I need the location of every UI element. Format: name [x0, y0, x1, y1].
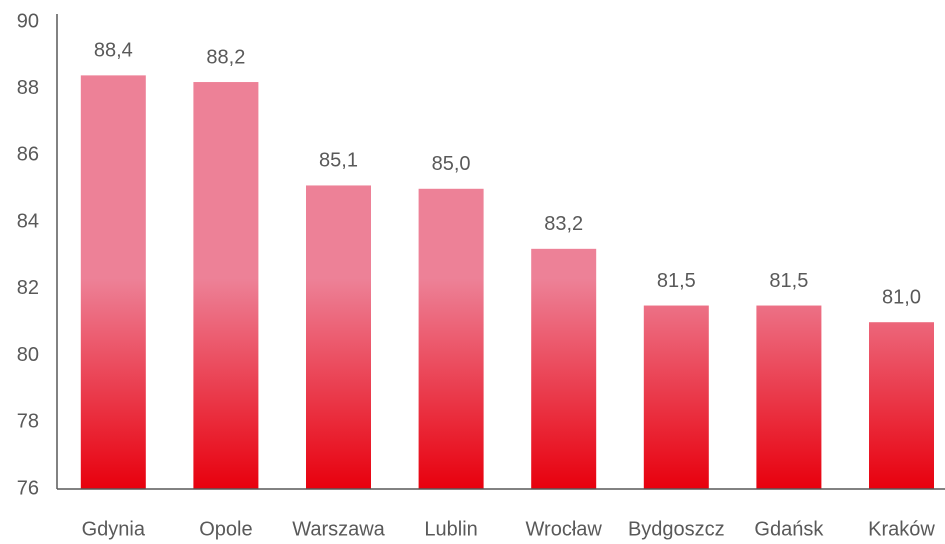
x-tick-label: Gdynia [82, 518, 146, 540]
bar [418, 188, 484, 490]
y-tick-label: 82 [17, 277, 39, 299]
bar [80, 75, 146, 489]
x-tick-label: Lublin [424, 518, 477, 540]
bar [306, 185, 371, 489]
bar [756, 305, 822, 489]
y-tick-label: 86 [17, 144, 39, 166]
y-tick-label: 76 [17, 477, 39, 499]
x-tick-label: Gdańsk [754, 518, 824, 540]
x-tick-label: Warszawa [292, 518, 385, 540]
y-tick-label: 88 [17, 77, 39, 99]
value-label: 88,4 [94, 40, 133, 62]
value-label: 83,2 [544, 213, 583, 235]
x-tick-label: Wrocław [526, 518, 603, 540]
value-label: 85,0 [432, 153, 471, 175]
y-tick-label: 84 [17, 210, 39, 232]
value-label: 81,0 [882, 286, 921, 308]
value-label: 88,2 [206, 46, 245, 68]
x-tick-label: Kraków [868, 518, 935, 540]
x-tick-label: Bydgoszcz [628, 518, 725, 540]
bar [643, 305, 709, 489]
bar [193, 82, 259, 490]
value-label: 85,1 [319, 150, 358, 172]
value-label: 81,5 [657, 270, 696, 292]
bar [869, 322, 934, 489]
y-tick-label: 78 [17, 411, 39, 433]
bar [531, 248, 597, 489]
value-label: 81,5 [769, 270, 808, 292]
x-tick-label: Opole [199, 518, 252, 540]
y-tick-label: 80 [17, 344, 39, 366]
y-tick-label: 90 [17, 10, 39, 32]
